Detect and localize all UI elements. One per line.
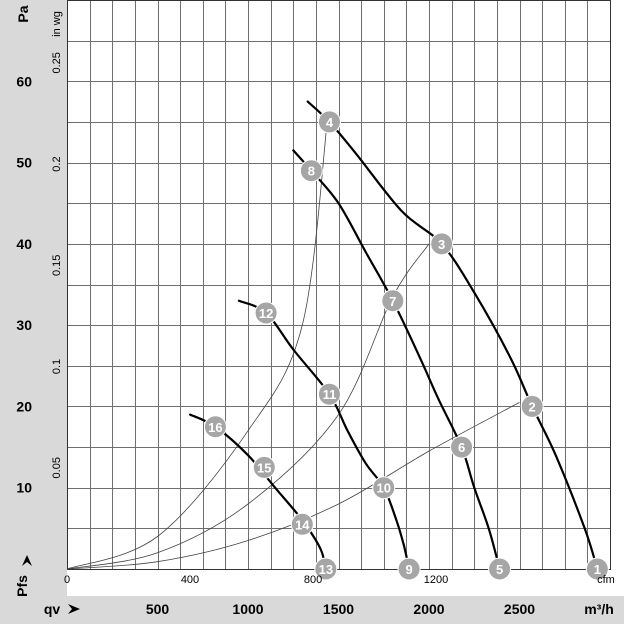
marker-label: 8 xyxy=(308,164,315,179)
marker-circle xyxy=(585,557,609,581)
marker-circle xyxy=(450,435,474,459)
operating-point-marker: 5 xyxy=(488,557,512,581)
marker-circle xyxy=(381,289,405,313)
marker-circle xyxy=(372,476,396,500)
marker-circle xyxy=(430,232,454,256)
cfm-tick-label: 1200 xyxy=(424,574,448,586)
fan-curve xyxy=(237,299,411,571)
operating-point-marker: 15 xyxy=(252,455,276,479)
x-axis-arrow-icon xyxy=(68,604,80,614)
marker-circle xyxy=(254,301,278,325)
x-tick-label: 1500 xyxy=(323,601,354,617)
x-axis-label: qv xyxy=(44,601,61,617)
inwg-tick-label: 0.25 xyxy=(51,52,63,73)
operating-point-marker: 14 xyxy=(290,512,314,536)
marker-circle xyxy=(290,512,314,536)
y-axis-label: Pfs xyxy=(14,575,30,597)
operating-point-marker: 9 xyxy=(397,557,421,581)
operating-point-marker: 12 xyxy=(254,301,278,325)
marker-label: 15 xyxy=(257,460,271,475)
operating-point-marker: 7 xyxy=(381,289,405,313)
operating-point-marker: 16 xyxy=(203,415,227,439)
cfm-tick-label: 0 xyxy=(64,574,70,586)
marker-label: 6 xyxy=(458,440,465,455)
fan-curve xyxy=(306,100,599,571)
cfm-unit-label: cfm xyxy=(597,574,615,586)
marker-label: 10 xyxy=(377,481,391,496)
marker-label: 12 xyxy=(259,306,273,321)
marker-circle xyxy=(314,557,338,581)
inwg-tick-label: 0.1 xyxy=(51,359,63,374)
inwg-tick-label: 0.2 xyxy=(51,156,63,171)
marker-label: 16 xyxy=(208,420,222,435)
marker-label: 3 xyxy=(438,237,445,252)
marker-label: 4 xyxy=(326,115,334,130)
operating-point-marker: 8 xyxy=(299,159,323,183)
marker-circle xyxy=(520,394,544,418)
fan-curve xyxy=(292,149,501,571)
operating-point-marker: 2 xyxy=(520,394,544,418)
y-tick-label: 20 xyxy=(16,398,32,414)
system-curve xyxy=(66,117,328,570)
plot-area xyxy=(67,0,610,569)
marker-label: 14 xyxy=(295,517,310,532)
x-tick-label: 2500 xyxy=(504,601,535,617)
marker-label: 2 xyxy=(529,399,536,414)
inwg-tick-label: 0.05 xyxy=(51,457,63,478)
marker-circle xyxy=(317,382,341,406)
inwg-unit-label: in wg xyxy=(51,11,63,37)
x-tick-label: 2000 xyxy=(413,601,444,617)
y-tick-label: 40 xyxy=(16,236,32,252)
y-tick-label: 30 xyxy=(16,317,32,333)
operating-point-marker: 6 xyxy=(450,435,474,459)
marker-label: 7 xyxy=(389,294,396,309)
x-axis-unit: m³/h xyxy=(584,601,614,617)
chart-grid xyxy=(67,0,611,570)
y-axis-unit: Pa xyxy=(15,5,31,22)
marker-label: 11 xyxy=(323,387,337,402)
operating-point-marker: 4 xyxy=(317,110,341,134)
marker-label: 9 xyxy=(405,562,412,577)
marker-label: 13 xyxy=(319,562,333,577)
operating-point-marker: 11 xyxy=(317,382,341,406)
marker-label: 5 xyxy=(496,562,503,577)
inwg-tick-label: 0.15 xyxy=(51,255,63,276)
marker-circle xyxy=(317,110,341,134)
y-tick-label: 50 xyxy=(16,155,32,171)
x-tick-label: 1000 xyxy=(232,601,263,617)
marker-circle xyxy=(397,557,421,581)
marker-circle xyxy=(252,455,276,479)
operating-point-marker: 1 xyxy=(585,557,609,581)
x-tick-label: 500 xyxy=(146,601,170,617)
y-tick-label: 10 xyxy=(16,480,32,496)
operating-point-marker: 10 xyxy=(372,476,396,500)
cfm-tick-label: 400 xyxy=(181,574,199,586)
y-axis-arrow-icon xyxy=(22,555,32,566)
marker-circle xyxy=(203,415,227,439)
plot-frame xyxy=(67,0,611,570)
y-tick-label: 60 xyxy=(16,73,32,89)
left-axis-band xyxy=(0,0,67,596)
marker-label: 1 xyxy=(594,562,601,577)
marker-circle xyxy=(299,159,323,183)
bottom-axis-band xyxy=(0,596,624,624)
operating-point-marker: 13 xyxy=(314,557,338,581)
operating-point-marker: 3 xyxy=(430,232,454,256)
cfm-tick-label: 800 xyxy=(304,574,322,586)
marker-circle xyxy=(488,557,512,581)
